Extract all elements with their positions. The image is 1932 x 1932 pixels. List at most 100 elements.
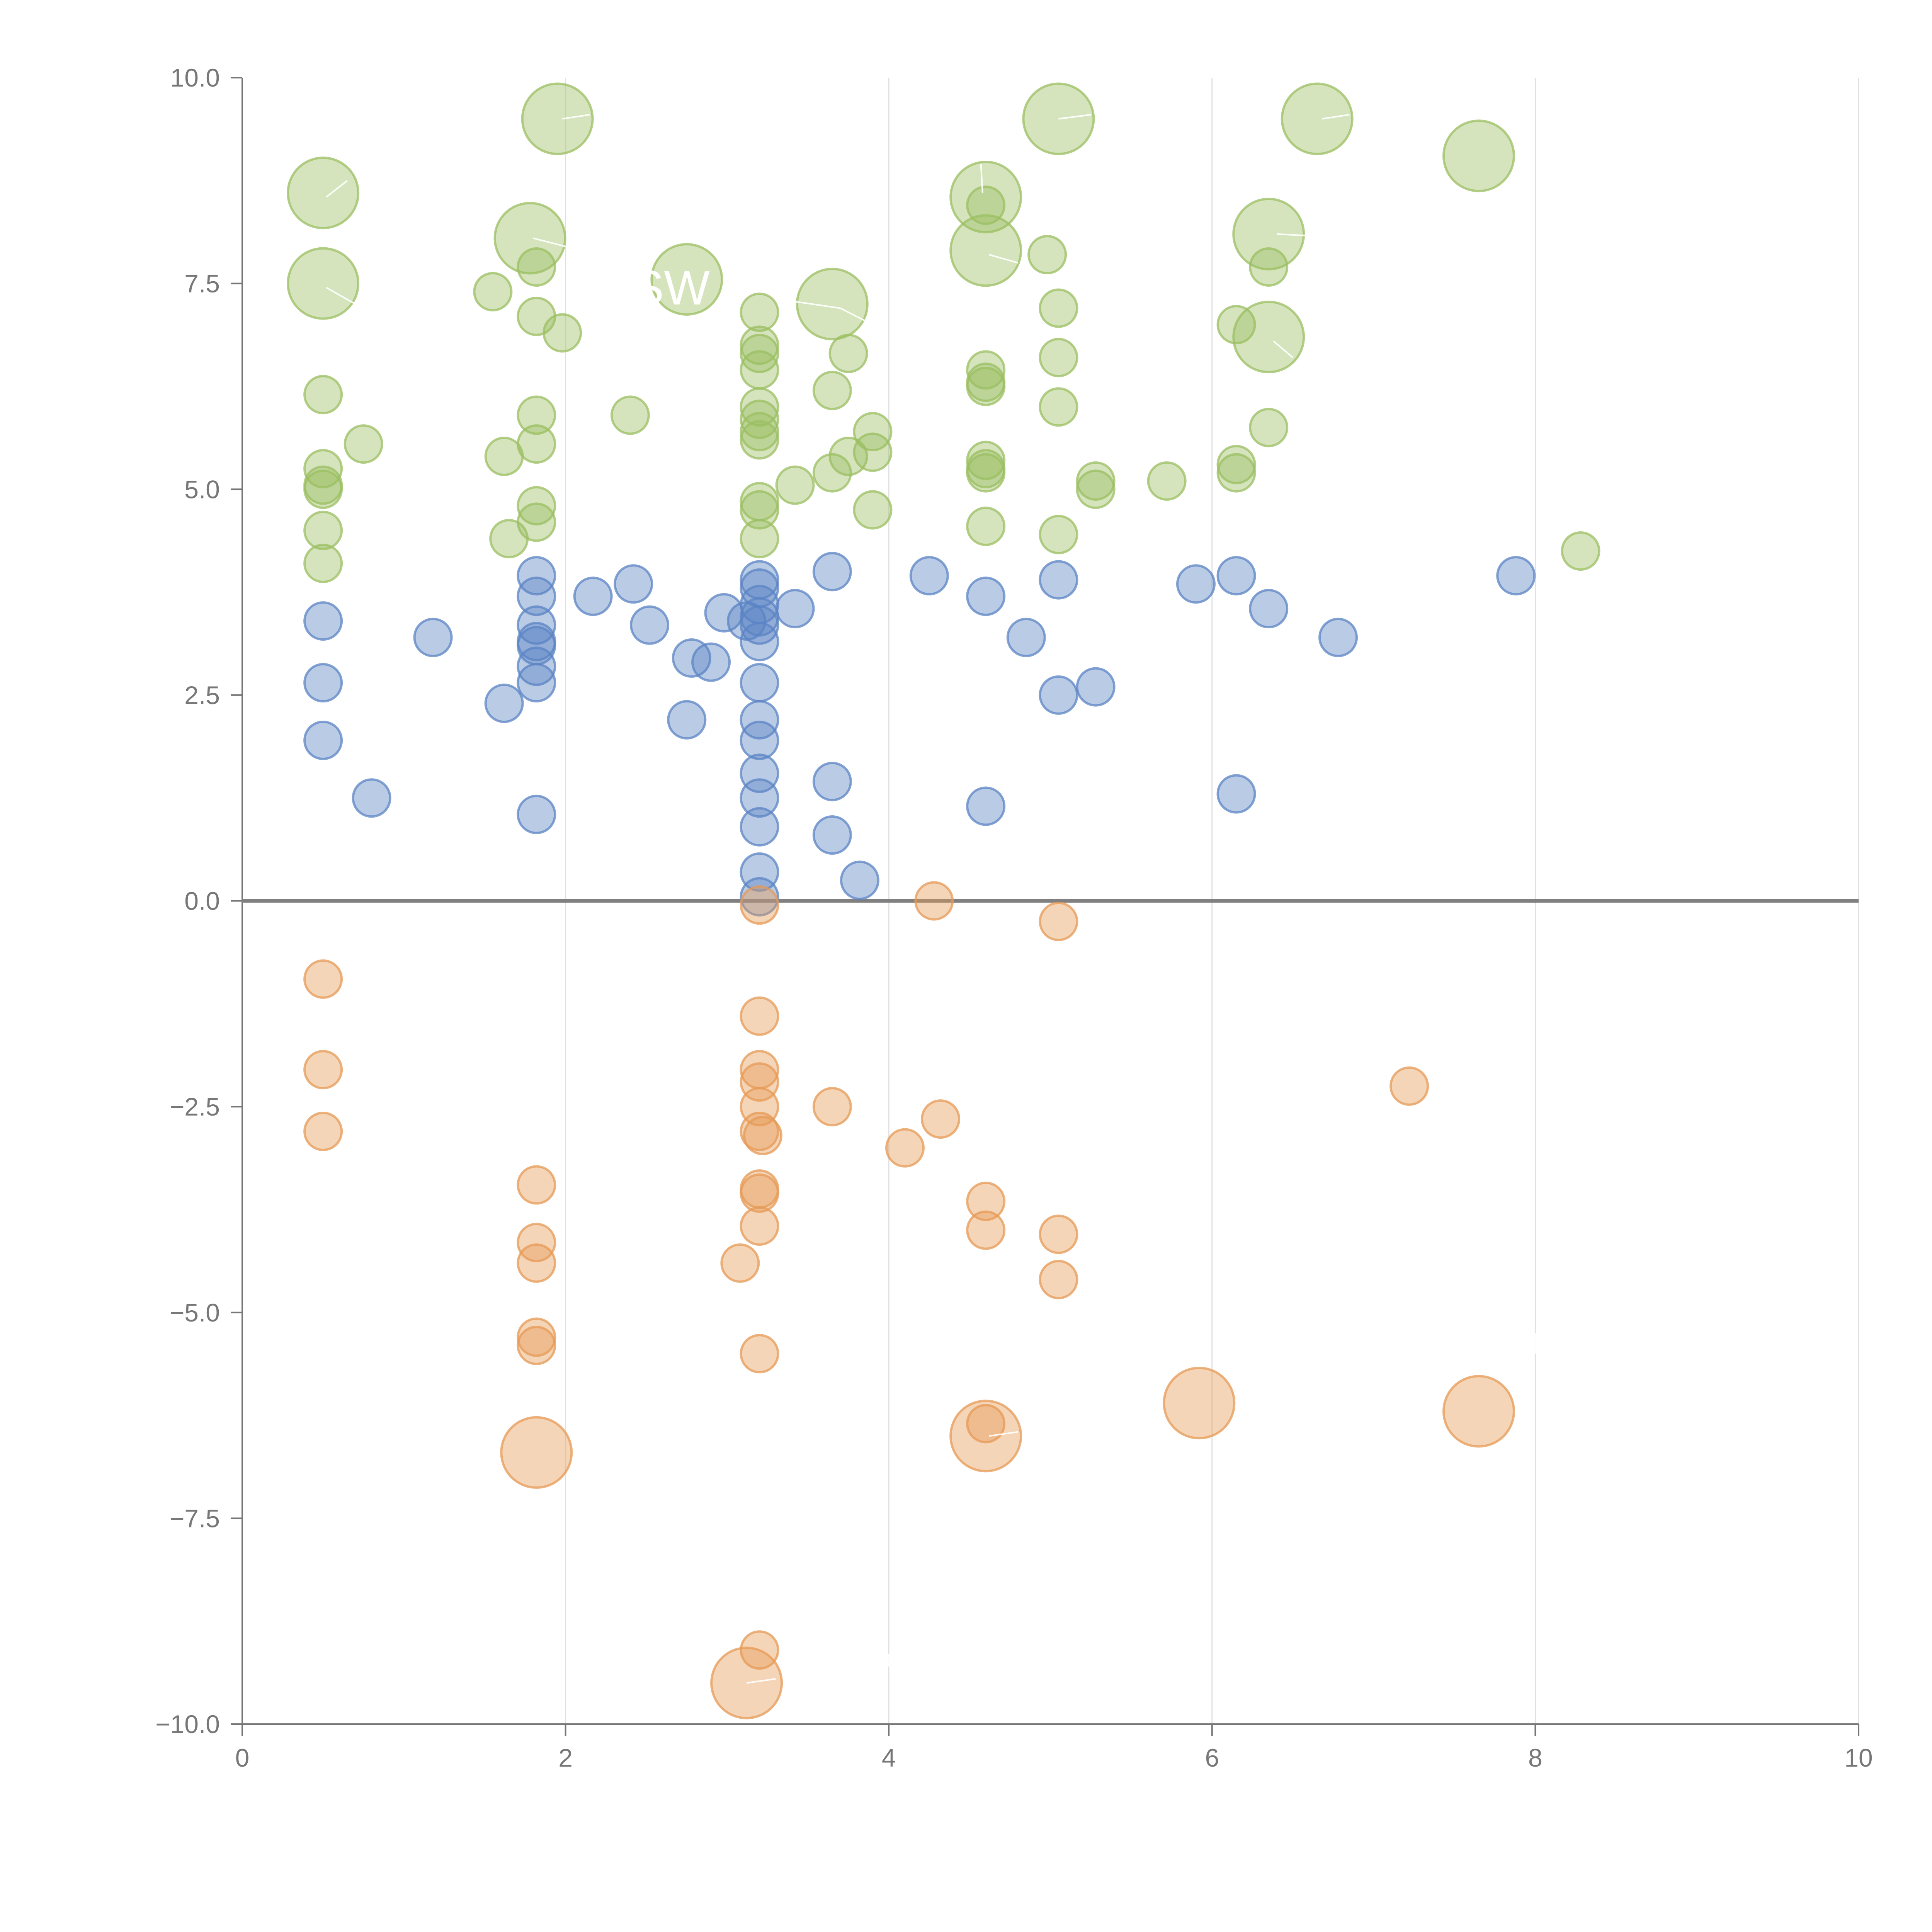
green-bubble [740,420,779,460]
orange-bubble [966,1182,1006,1221]
blue-bubble [740,721,779,760]
y-tick-label: −5.0 [170,1298,220,1327]
blue-bubble [517,646,556,686]
blue-bubble [1216,774,1256,814]
orange-bubble [1163,1367,1236,1440]
green-bubble [740,293,779,332]
green-bubble [740,400,779,439]
orange-bubble [303,1050,343,1090]
y-tick-label: 7.5 [184,269,220,298]
orange-bubble [740,1334,779,1374]
blue-bubble [303,721,343,760]
blue-bubble [517,556,556,595]
orange-bubble [517,1165,556,1205]
green-bubble [1216,445,1256,485]
blue-bubble [413,617,453,657]
orange-bubble [921,1099,961,1139]
leader-line [784,299,840,309]
green-bubble [303,375,343,415]
green-bubble [740,519,779,559]
blue-bubble [614,564,653,604]
green-bubble [287,247,360,320]
blue-bubble [740,778,779,818]
green-bubble [1039,288,1078,328]
orange-bubble [1389,1066,1429,1106]
green-bubble [303,543,343,583]
orange-bubble [517,1325,556,1365]
green-bubble [949,160,1022,233]
blue-bubble [517,794,556,834]
blue-bubble [1039,675,1078,715]
blue-bubble [740,622,779,662]
y-tick-label: 2.5 [184,681,220,709]
green-bubble [1039,387,1078,427]
green-bubble [1147,461,1187,501]
green-bubble [853,432,893,472]
green-bubble [1216,305,1256,345]
green-bubble [853,412,893,452]
orange-bubble [740,1630,779,1670]
blue-bubble [812,815,852,855]
y-tick-label: 0.0 [184,887,220,915]
blue-bubble [740,663,779,702]
blue-bubble [966,786,1006,826]
green-bubble [517,486,556,526]
green-bubble [1442,119,1515,192]
leader-line [326,287,356,305]
orange-bubble [517,1317,556,1357]
blue-bubble [1249,589,1289,629]
point-labels: BSW [326,114,1536,1684]
green-bubble [1561,531,1600,571]
green-bubble [493,202,566,275]
green-bubble [473,272,513,311]
green-bubble [812,371,852,410]
blue-bubble [303,663,343,702]
green-bubble [828,437,868,476]
green-bubble [966,507,1006,546]
green-bubble [740,412,779,452]
green-bubble [287,156,360,230]
blue-bubble [1216,556,1256,595]
orange-bubble [720,1243,760,1283]
green-bubble [949,214,1022,287]
blue-bubble [517,577,556,616]
leader-line [746,1678,776,1684]
orange-bubble [885,1128,925,1168]
leader-line [980,164,983,193]
orange-bubble [303,1112,343,1151]
blue-bubble [1039,560,1078,600]
leader-line [1058,114,1091,120]
green-bubble [966,453,1006,493]
green-bubble [344,424,383,464]
blue-bubble [1076,667,1116,707]
axes: −10.0 −7.5 −5.0 −2.5 0.0 2.5 5.0 7.5 10.0 0 2 4 6 8 10 [155,63,1873,1772]
x-tick-label: 10 [1844,1743,1872,1772]
orange-bubble [740,996,779,1036]
green-bubble [740,490,779,530]
green-bubble [1232,197,1305,270]
orange-bubble [1039,1214,1078,1254]
orange-bubble [966,1404,1006,1444]
green-bubble [1076,461,1116,501]
leader-line [533,237,566,247]
green-bubble [966,350,1006,390]
blue-bubble [1006,617,1046,657]
blue-bubble [909,556,949,595]
green-bubble [650,243,723,316]
green-bubble [521,82,594,155]
blue-bubble [352,778,391,818]
green-bubble [543,313,582,353]
orange-bubble [500,1416,573,1489]
blue-bubble [517,605,556,645]
green-bubble [1281,82,1354,155]
blue-bubble [740,807,779,847]
blue-bubble [691,642,731,682]
leader-line [326,180,348,198]
blue-bubble [1176,564,1216,604]
blue-bubble [303,601,343,641]
blue-bubble [672,638,711,678]
green-bubble [796,267,869,340]
blue-bubble [1318,617,1358,657]
